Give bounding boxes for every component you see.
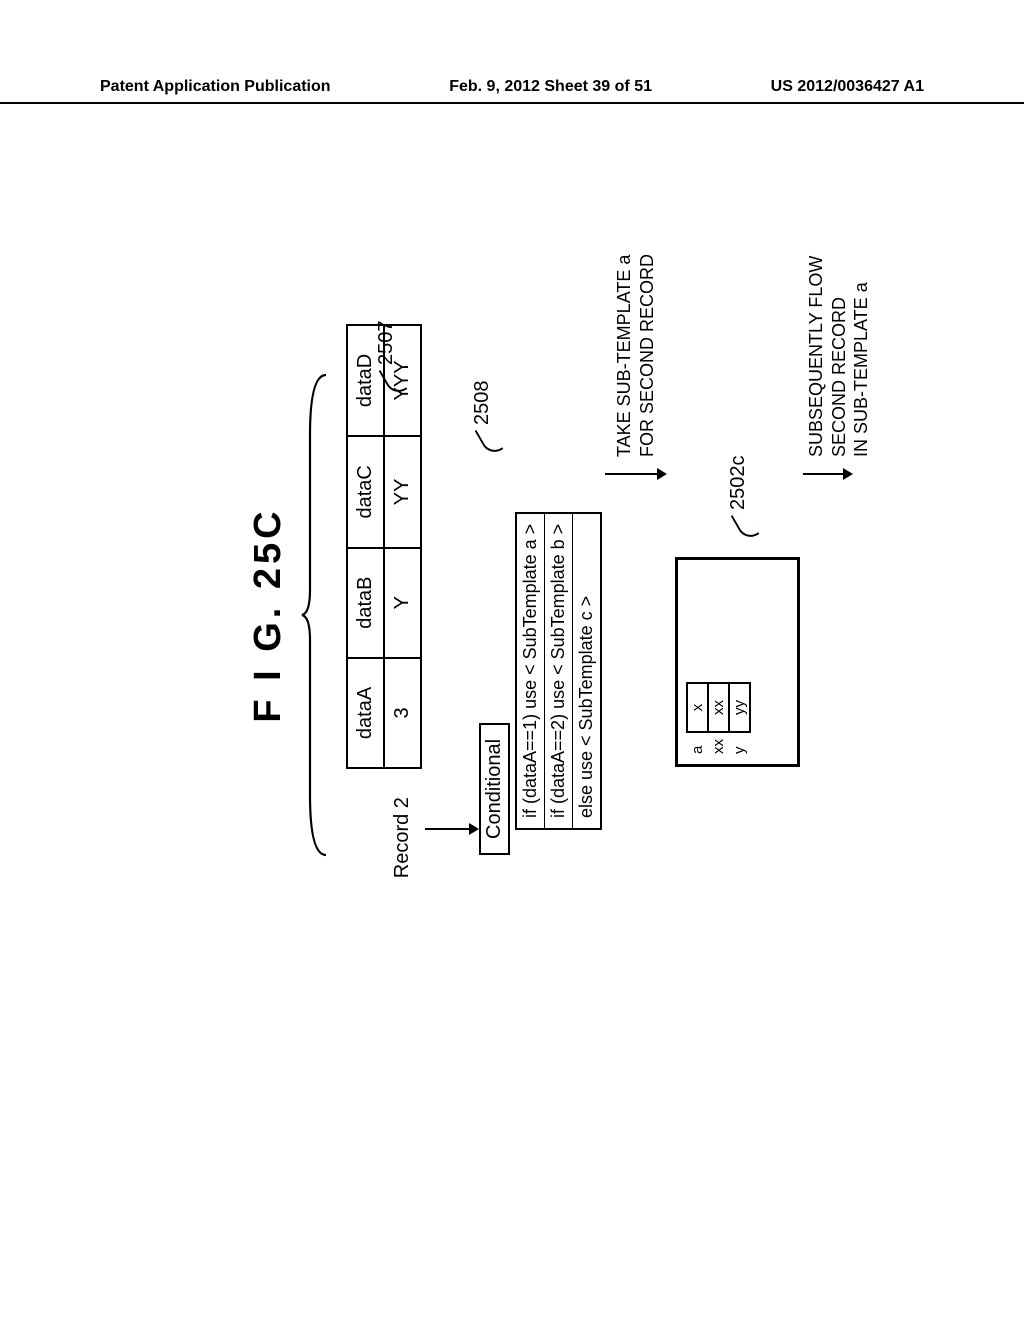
header-left: Patent Application Publication — [100, 78, 331, 96]
note-flow-record: SUBSEQUENTLY FLOW SECOND RECORD IN SUB-T… — [805, 245, 873, 457]
ref-label-2502c: 2502c — [727, 456, 750, 511]
st-val: x — [687, 683, 708, 732]
header-right: US 2012/0036427 A1 — [771, 78, 924, 96]
row-label: Record 2 — [384, 768, 421, 906]
ref-label-2508: 2508 — [471, 381, 494, 426]
col-dataB: dataB — [347, 548, 384, 658]
sub-template-table: ax xxxx yyy — [686, 682, 751, 754]
col-dataC: dataC — [347, 436, 384, 547]
header-center: Feb. 9, 2012 Sheet 39 of 51 — [449, 78, 652, 96]
cond-line-3: else use < SubTemplate c > — [573, 514, 600, 828]
cell-dataA: 3 — [384, 658, 421, 768]
cond-line-2: if (dataA==2) use < SubTemplate b > — [545, 514, 573, 828]
st-val: yy — [729, 683, 750, 732]
conditional-list: if (dataA==1) use < SubTemplate a > if (… — [515, 512, 602, 830]
arrow-icon — [425, 828, 477, 830]
conditional-box: Conditional — [479, 723, 510, 855]
st-lbl: xx — [708, 732, 729, 754]
page-header: Patent Application Publication Feb. 9, 2… — [0, 78, 1024, 104]
st-val: xx — [708, 683, 729, 732]
st-lbl: a — [687, 732, 708, 754]
col-dataA: dataA — [347, 658, 384, 768]
arrow-icon — [605, 473, 665, 475]
figure-container: F I G. 25C dataA dataB dataC dataD Recor… — [162, 395, 902, 835]
arrow-icon — [803, 473, 851, 475]
figure-title: F I G. 25C — [247, 245, 290, 985]
cell-dataB: Y — [384, 548, 421, 658]
note-take-subtemplate: TAKE SUB-TEMPLATE a FOR SECOND RECORD — [613, 254, 658, 457]
sub-template-box: ax xxxx yyy — [675, 557, 800, 767]
st-lbl: y — [729, 732, 750, 754]
brace-icon — [300, 335, 328, 895]
cell-dataC: YY — [384, 436, 421, 547]
record-table: dataA dataB dataC dataD Record 2 3 Y YY … — [346, 324, 422, 906]
ref-label-2507: 2507 — [375, 321, 398, 366]
cond-line-1: if (dataA==1) use < SubTemplate a > — [517, 514, 545, 828]
